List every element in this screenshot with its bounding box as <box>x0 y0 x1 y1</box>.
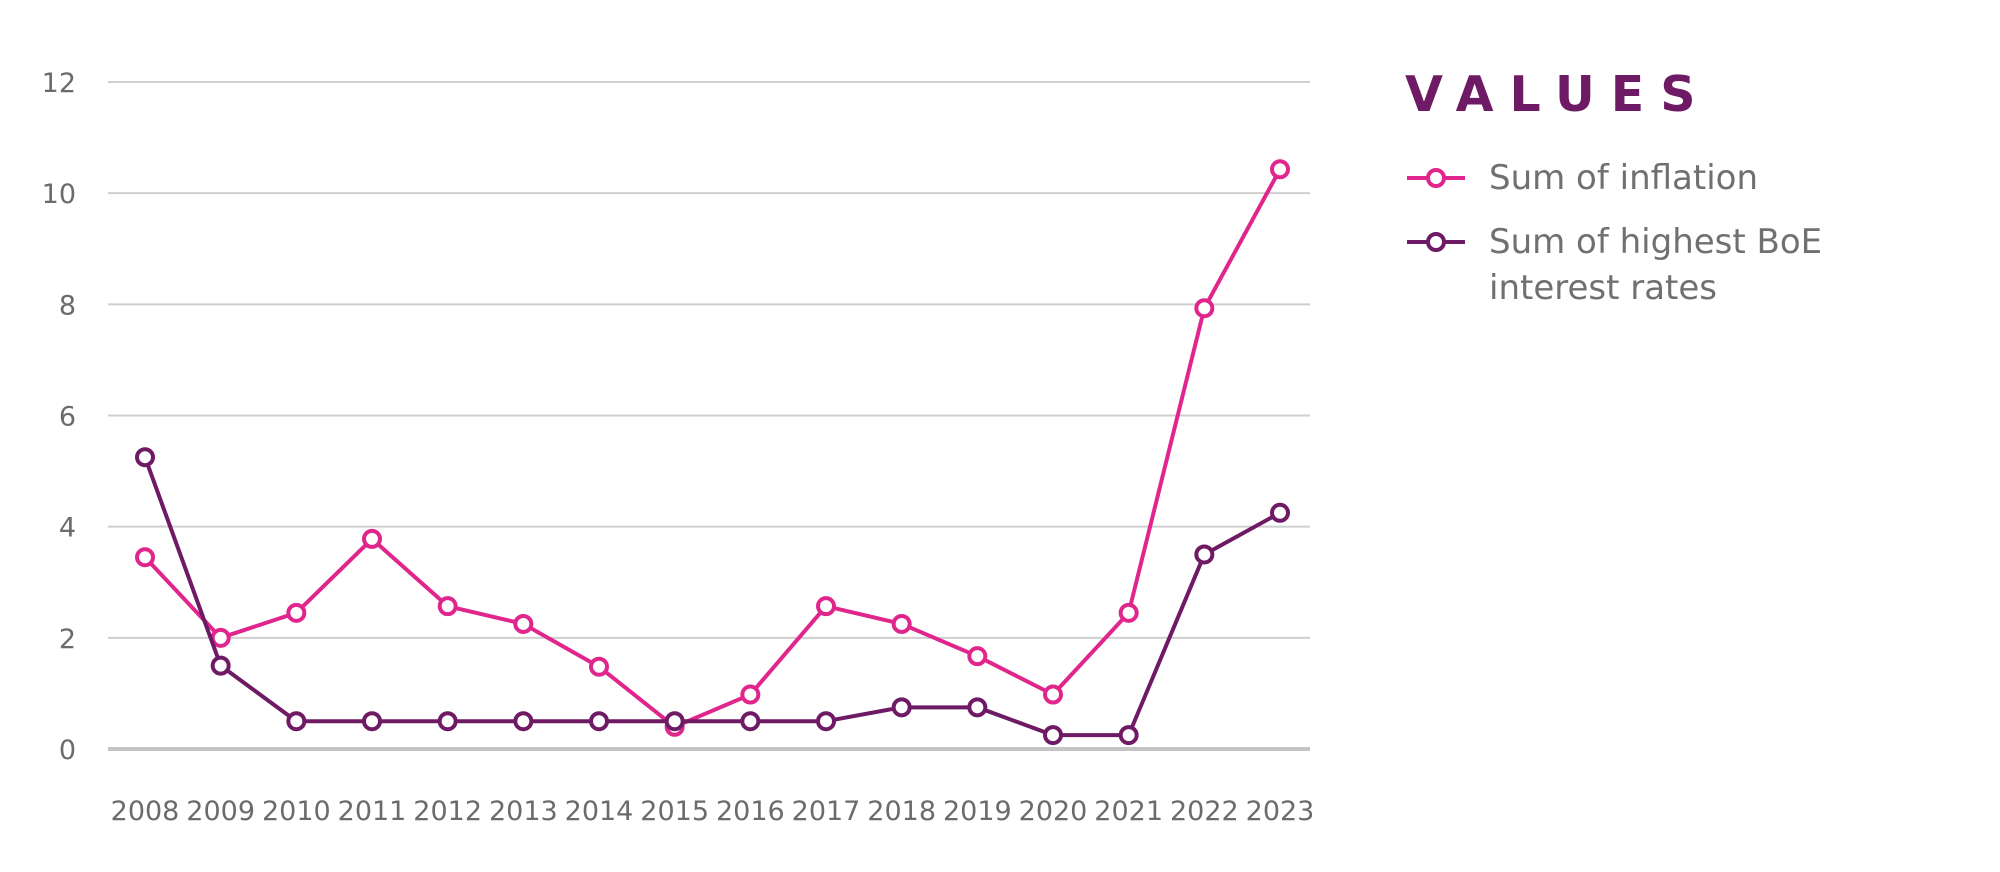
legend-item-boe-rates: Sum of highest BoE interest rates <box>1405 219 1965 311</box>
legend-swatch-inflation <box>1407 168 1465 188</box>
data-point <box>1194 298 1215 319</box>
data-point <box>210 627 231 648</box>
y-tick-label: 10 <box>42 179 76 210</box>
series-group <box>135 159 1290 737</box>
data-point <box>1194 544 1215 565</box>
x-tick-label: 2012 <box>413 796 482 827</box>
series-lines <box>135 159 1290 746</box>
series-group <box>135 447 1290 746</box>
data-point <box>286 711 307 732</box>
data-point <box>513 613 534 634</box>
data-point <box>437 596 458 617</box>
legend-label-boe-rates: Sum of highest BoE interest rates <box>1489 222 1823 308</box>
x-tick-label: 2010 <box>262 796 331 827</box>
x-tick-label: 2011 <box>338 796 407 827</box>
data-point <box>513 711 534 732</box>
legend-swatch-boe-rates <box>1407 232 1465 252</box>
data-point <box>664 711 685 732</box>
data-point <box>740 684 761 705</box>
legend-title: VALUES <box>1405 66 1712 123</box>
data-point <box>362 711 382 732</box>
data-point <box>589 656 609 677</box>
data-point <box>967 646 988 667</box>
x-tick-label: 2015 <box>640 796 709 827</box>
data-point <box>891 613 912 634</box>
series-line <box>143 167 1282 729</box>
data-point <box>1043 684 1063 705</box>
legend: VALUES Sum of inflation Sum of highest B… <box>1405 65 1965 329</box>
x-tick-label: 2019 <box>943 796 1012 827</box>
data-point <box>967 697 988 718</box>
y-tick-label: 2 <box>59 624 76 655</box>
legend-marker-inflation <box>1426 168 1446 188</box>
x-tick-label: 2013 <box>489 796 558 827</box>
x-tick-label: 2016 <box>716 796 785 827</box>
x-tick-label: 2014 <box>565 796 634 827</box>
data-point <box>135 547 155 568</box>
x-tick-label: 2021 <box>1094 796 1163 827</box>
data-point <box>1043 725 1063 746</box>
data-point <box>740 711 761 732</box>
data-point <box>816 596 836 617</box>
y-axis-tick-labels: 0 2 4 6 8 10 12 <box>42 68 76 766</box>
data-point <box>286 602 307 623</box>
y-tick-label: 12 <box>42 68 76 99</box>
data-point <box>1270 159 1290 180</box>
gridlines <box>108 81 1310 751</box>
data-point <box>210 655 231 676</box>
series-line <box>143 455 1282 738</box>
data-point <box>589 711 609 732</box>
x-tick-label: 2020 <box>1019 796 1088 827</box>
x-tick-label: 2018 <box>867 796 936 827</box>
x-tick-label: 2009 <box>186 796 255 827</box>
legend-label-inflation: Sum of inflation <box>1489 158 1759 198</box>
x-tick-label: 2022 <box>1170 796 1239 827</box>
data-point <box>362 528 382 549</box>
data-point <box>1118 725 1139 746</box>
data-point <box>1270 502 1290 523</box>
y-tick-label: 0 <box>59 735 76 766</box>
x-tick-label: 2017 <box>792 796 861 827</box>
x-tick-label: 2008 <box>111 796 180 827</box>
data-point <box>437 711 458 732</box>
data-point <box>816 711 836 732</box>
y-tick-label: 8 <box>59 290 76 321</box>
data-point <box>1118 602 1139 623</box>
legend-item-inflation: Sum of inflation <box>1405 155 1965 201</box>
legend-marker-boe-rates <box>1426 232 1446 252</box>
data-point <box>891 697 912 718</box>
x-tick-label: 2023 <box>1246 796 1315 827</box>
y-tick-label: 6 <box>59 402 76 433</box>
x-axis-tick-labels: 2008 2009 2010 2011 2012 2013 2014 2015 2016 2017… <box>111 796 1315 827</box>
data-point <box>135 447 155 468</box>
y-tick-label: 4 <box>59 513 76 544</box>
